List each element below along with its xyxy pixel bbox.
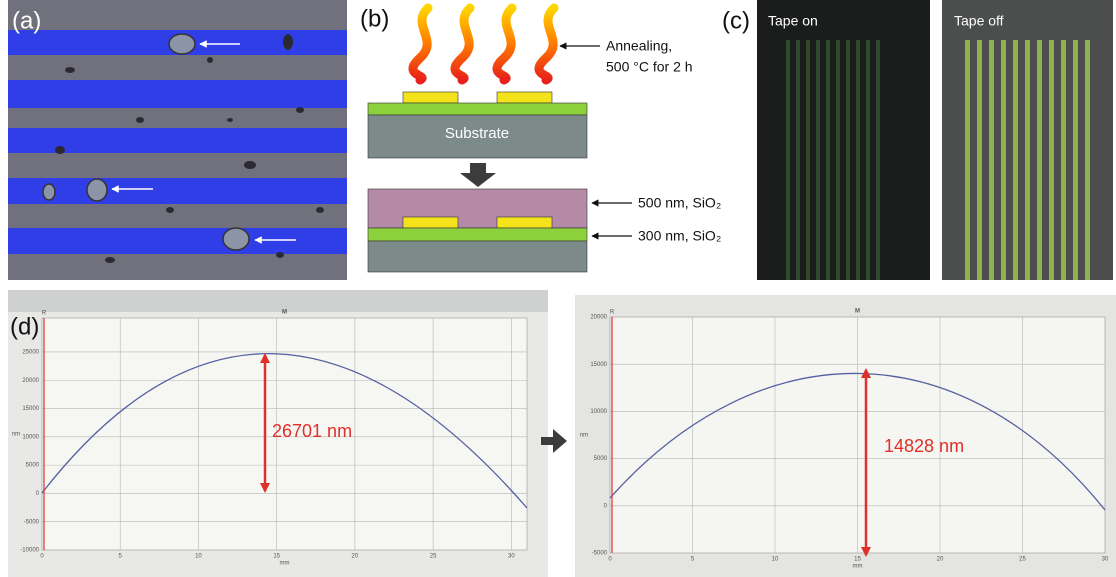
y-tick-label: 15000 xyxy=(22,406,39,412)
panel-a: (a) xyxy=(8,0,347,280)
panel-label: (a) xyxy=(12,7,41,34)
x-tick-label: 15 xyxy=(854,557,861,563)
annotation: 14828 nm xyxy=(884,436,964,456)
y-axis-label: nm xyxy=(12,432,20,438)
page: (a) (b) Annealing, 500 °C for 2 h Substr… xyxy=(0,0,1116,577)
y-tick-label: -10000 xyxy=(20,548,39,554)
x-tick-label: 25 xyxy=(1019,557,1026,563)
y-tick-label: 5000 xyxy=(594,456,608,462)
ref-label: R xyxy=(610,310,615,316)
y-tick-label: 5000 xyxy=(26,463,40,469)
marker-label: M xyxy=(855,309,860,315)
image-caption: Tape off xyxy=(954,13,1004,29)
y-tick-label: -5000 xyxy=(24,519,40,525)
panel-label: (c) xyxy=(722,7,750,34)
y-tick-label: 15000 xyxy=(590,362,607,368)
y-tick-label: 25000 xyxy=(22,350,39,356)
x-tick-label: 20 xyxy=(937,557,944,563)
y-tick-label: 10000 xyxy=(22,434,39,440)
x-tick-label: 30 xyxy=(1102,557,1109,563)
x-tick-label: 10 xyxy=(195,554,202,560)
y-tick-label: 10000 xyxy=(590,409,607,415)
image-caption: Tape on xyxy=(768,13,818,29)
annotation: 300 nm, SiO₂ xyxy=(638,228,721,244)
x-tick-label: 10 xyxy=(772,557,779,563)
panel-label: (d) xyxy=(10,313,39,340)
x-tick-label: 25 xyxy=(430,554,437,560)
ref-label: R xyxy=(42,311,47,317)
layer-label: Substrate xyxy=(445,125,509,142)
y-tick-label: 20000 xyxy=(22,378,39,384)
x-tick-label: 20 xyxy=(352,554,359,560)
figure: (a) (b) Annealing, 500 °C for 2 h Substr… xyxy=(0,0,1116,577)
x-axis-label: mm xyxy=(853,564,863,570)
x-axis-label: mm xyxy=(280,561,290,567)
annotation: 26701 nm xyxy=(272,421,352,441)
annotation: 500 °C for 2 h xyxy=(606,59,693,75)
marker-label: M xyxy=(282,310,287,316)
annotation: 500 nm, SiO₂ xyxy=(638,195,721,211)
panel-label: (b) xyxy=(360,5,389,32)
y-axis-label: nm xyxy=(580,433,588,439)
panel-c: (c) Tape on Tape off xyxy=(722,0,1113,280)
annotation: Annealing, xyxy=(606,38,672,54)
y-tick-label: 20000 xyxy=(590,315,607,321)
x-tick-label: 15 xyxy=(273,554,280,560)
x-tick-label: 30 xyxy=(508,554,515,560)
panel-b: (b) Annealing, 500 °C for 2 h Substrate … xyxy=(360,5,721,272)
y-tick-label: -5000 xyxy=(592,551,608,557)
